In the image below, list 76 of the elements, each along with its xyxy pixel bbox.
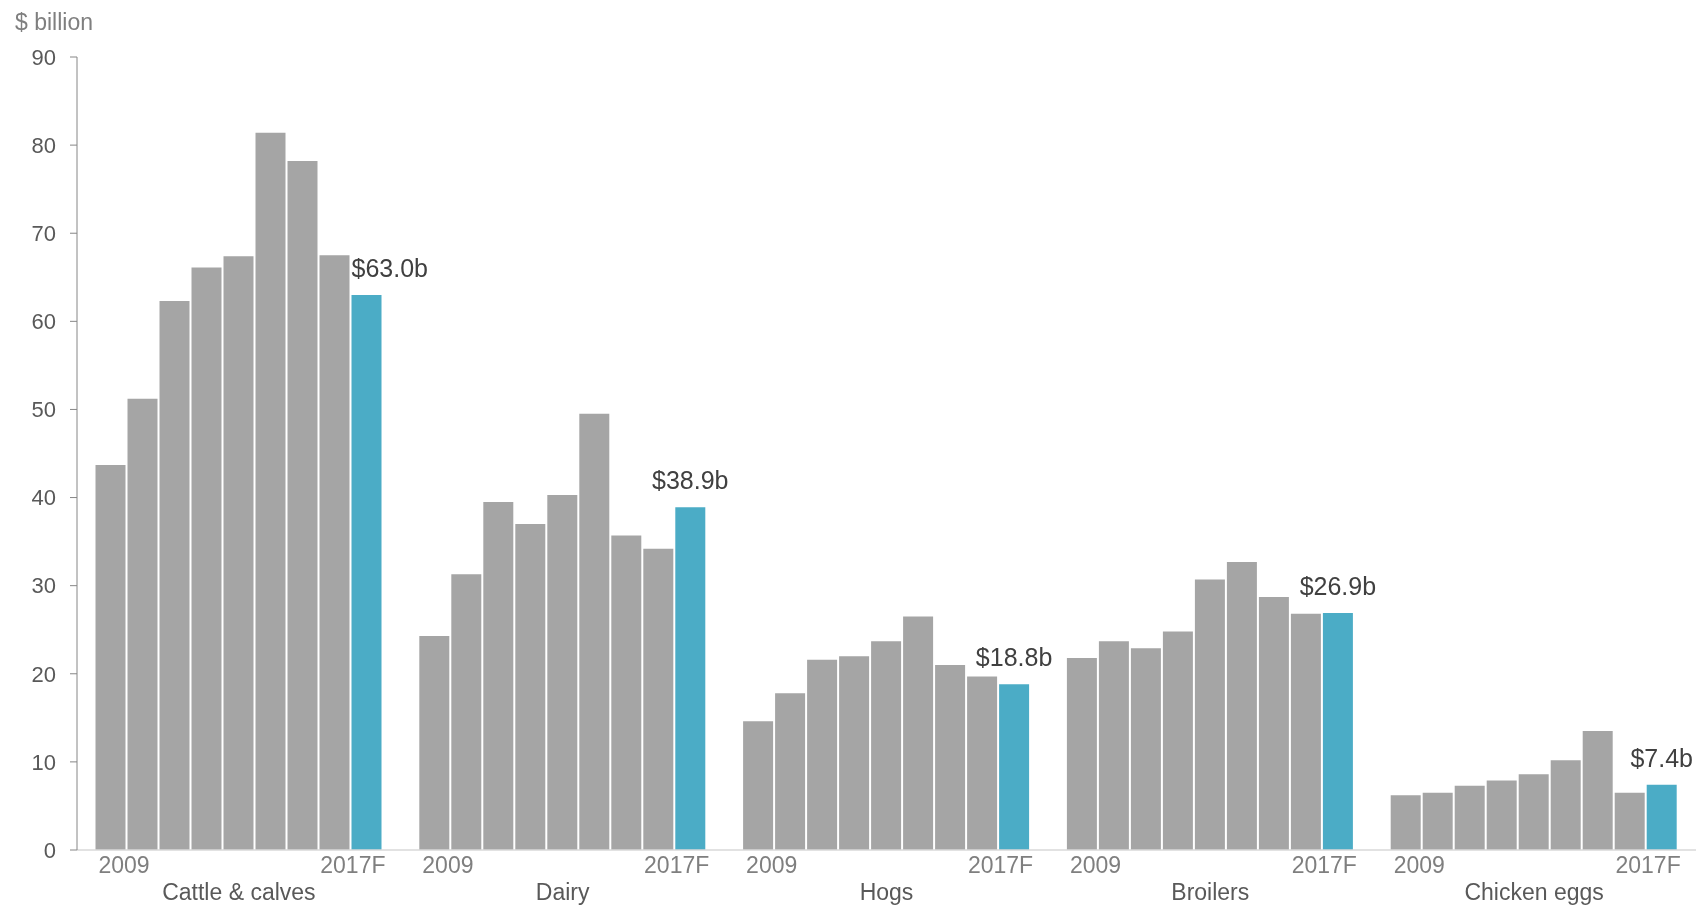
bar	[483, 501, 514, 850]
y-tick-label: 30	[31, 573, 56, 599]
bar	[1550, 760, 1581, 850]
y-tick-label: 60	[31, 309, 56, 335]
y-axis-title: $ billion	[15, 8, 93, 36]
y-tick-label: 80	[31, 132, 56, 158]
bar	[967, 676, 998, 850]
y-tick-label: 50	[31, 397, 56, 423]
bar	[547, 494, 578, 850]
bar	[1098, 641, 1129, 850]
bar	[191, 267, 222, 850]
bar	[611, 535, 642, 850]
y-tick-label: 0	[43, 837, 56, 863]
bar	[1646, 784, 1677, 850]
x-tick-label: Cattle & calves	[162, 879, 316, 905]
text: 2017F	[1615, 852, 1681, 878]
bar	[1194, 579, 1225, 850]
bar	[999, 684, 1030, 850]
bar	[743, 721, 774, 850]
bar	[1390, 795, 1421, 850]
data-label: $18.8b	[975, 643, 1053, 672]
bar	[643, 548, 674, 850]
y-tick-label: 40	[31, 485, 56, 511]
data-label: $7.4b	[1630, 743, 1693, 772]
bar	[1454, 785, 1485, 850]
bar	[515, 523, 546, 850]
bar	[1582, 731, 1613, 850]
bar	[871, 641, 902, 850]
text: 2009	[422, 852, 474, 878]
x-tick-label: Dairy	[535, 879, 591, 905]
y-tick-label: 10	[31, 749, 56, 775]
bar	[127, 398, 158, 850]
bar	[935, 664, 966, 850]
bar	[1258, 597, 1289, 850]
bar	[579, 413, 610, 850]
bar	[775, 693, 806, 850]
bar	[419, 635, 450, 850]
text: 2017F	[1291, 852, 1357, 878]
data-label: $38.9b	[652, 466, 729, 495]
bar	[95, 464, 126, 850]
bar	[1130, 648, 1161, 850]
text: 2009	[1393, 852, 1445, 878]
bar	[1226, 561, 1257, 850]
y-tick-label: 20	[31, 661, 56, 687]
x-tick-label: Chicken eggs	[1464, 879, 1604, 905]
bar	[807, 659, 838, 850]
y-tick-label: 70	[31, 221, 56, 247]
data-label: $26.9b	[1299, 571, 1377, 600]
bar	[451, 574, 482, 850]
bar	[675, 507, 706, 850]
bar	[1162, 631, 1193, 850]
bar	[223, 256, 254, 850]
text: 2017F	[967, 852, 1034, 878]
bar	[255, 132, 286, 850]
bar	[159, 301, 190, 850]
bar	[903, 616, 934, 850]
y-tick-label: 90	[31, 44, 56, 70]
bar	[1322, 612, 1353, 850]
bar	[287, 160, 318, 850]
data-label: $63.0b	[351, 253, 428, 282]
series-label: 2009	[98, 852, 150, 878]
text: 2009	[1069, 852, 1122, 878]
bar	[839, 656, 870, 850]
x-tick-label: Broilers	[1171, 879, 1250, 905]
bar	[1290, 613, 1321, 850]
bar	[1486, 780, 1517, 850]
text: 2017F	[644, 852, 710, 878]
bar	[1614, 792, 1645, 850]
bar	[1422, 792, 1453, 850]
text: 2009	[746, 852, 798, 878]
series-label: 2017F	[320, 852, 386, 878]
bar	[1518, 774, 1549, 850]
bar	[351, 294, 382, 850]
bar	[319, 255, 350, 850]
bar	[1066, 657, 1097, 850]
x-tick-label: Hogs	[859, 879, 914, 905]
